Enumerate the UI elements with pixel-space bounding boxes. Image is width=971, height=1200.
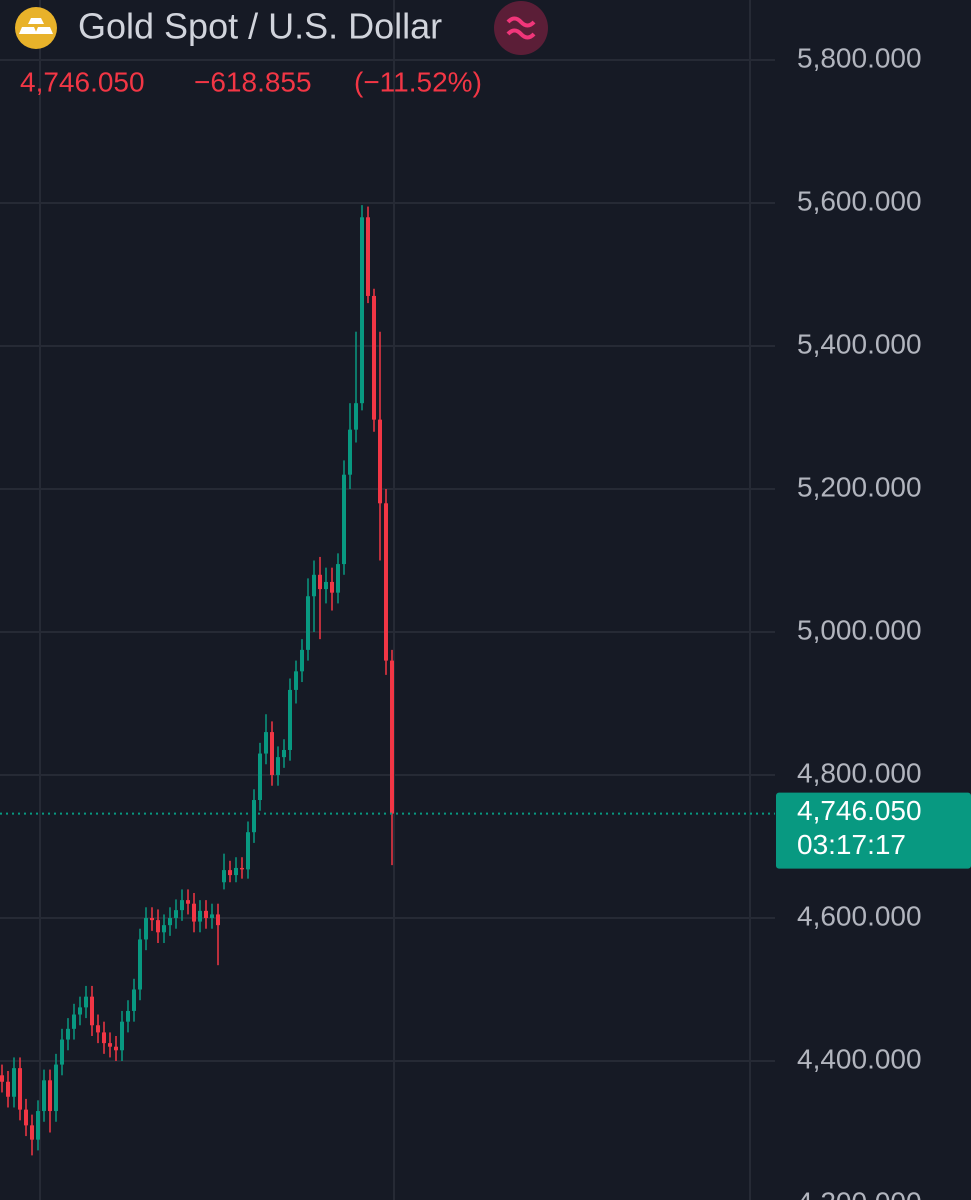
candle-body <box>102 1032 106 1044</box>
y-tick-label: 5,600.000 <box>797 185 922 216</box>
candle-body <box>288 689 292 750</box>
candle-body <box>24 1109 28 1126</box>
candle-body <box>372 295 376 420</box>
icon-waves <box>506 16 536 40</box>
candle-body <box>276 757 280 775</box>
candle-body <box>294 671 298 690</box>
candle-body <box>180 900 184 911</box>
candle-body <box>246 832 250 870</box>
symbol-title: Gold Spot / U.S. Dollar <box>78 6 442 47</box>
candle-body <box>60 1039 64 1065</box>
candle-body <box>90 996 94 1026</box>
candle-body <box>42 1080 46 1112</box>
candle-body <box>84 996 88 1008</box>
candle-body <box>162 925 166 933</box>
candle-body <box>72 1014 76 1029</box>
candle-body <box>12 1068 16 1097</box>
candle-body <box>300 649 304 672</box>
candle-body <box>96 1025 100 1033</box>
candle-body <box>240 867 244 870</box>
icon-circle <box>15 7 57 49</box>
candle-body <box>120 1021 124 1051</box>
icon-circle <box>494 1 548 55</box>
plot-area <box>0 58 775 1156</box>
candle-body <box>354 403 358 430</box>
y-tick-label: 4,400.000 <box>797 1043 922 1074</box>
candle-body <box>228 870 232 876</box>
candle-body <box>252 800 256 833</box>
y-tick-label: 4,600.000 <box>797 900 922 931</box>
candle-body <box>312 574 316 597</box>
candle-body <box>234 867 238 876</box>
candle-body <box>48 1080 52 1112</box>
candle-body <box>216 914 220 926</box>
candle-body <box>222 870 226 883</box>
candle-body <box>108 1043 112 1047</box>
candle-body <box>366 217 370 296</box>
last-price-label: 4,746.050 <box>797 795 922 826</box>
y-tick-label: 5,800.000 <box>797 42 922 73</box>
candle-body <box>36 1111 40 1140</box>
last-price-box <box>776 792 971 869</box>
candle-body <box>282 749 286 758</box>
candle-body <box>306 596 310 650</box>
candle-body <box>78 1007 82 1015</box>
candle-body <box>270 732 274 775</box>
candle-body <box>198 910 202 922</box>
status-icon[interactable] <box>494 1 548 55</box>
candle-body <box>318 574 322 590</box>
candle-body <box>348 429 352 475</box>
candle-body <box>342 474 346 565</box>
header-change-percent: (−11.52%) <box>354 66 482 97</box>
countdown-label: 03:17:17 <box>797 829 906 860</box>
candle-body <box>324 581 328 590</box>
candle-body <box>126 1010 130 1022</box>
candle-body <box>204 910 208 919</box>
candle-body <box>18 1068 22 1110</box>
header-change: −618.855 <box>194 66 312 97</box>
y-tick-label: 5,200.000 <box>797 471 922 502</box>
candle-body <box>258 753 262 801</box>
y-tick-label: 4,800.000 <box>797 757 922 788</box>
candle-body <box>132 989 136 1011</box>
candle-body <box>378 419 382 504</box>
candle-body <box>360 217 364 404</box>
header-price: 4,746.050 <box>20 66 145 97</box>
candle-body <box>144 918 148 940</box>
candle-body <box>150 918 154 921</box>
candle-body <box>168 918 172 926</box>
y-tick-label: 5,000.000 <box>797 614 922 645</box>
candle-body <box>114 1046 118 1051</box>
candle-body <box>210 914 214 919</box>
candle-body <box>192 903 196 922</box>
candle-body <box>156 920 160 933</box>
candle-body <box>54 1064 58 1112</box>
icon-bars <box>19 18 53 34</box>
y-tick-label: 4,200.000 <box>797 1186 922 1200</box>
candle-body <box>336 564 340 593</box>
candle-body <box>390 660 394 814</box>
candle-body <box>6 1081 10 1097</box>
candle-body <box>0 1075 4 1082</box>
candle-body <box>138 939 142 990</box>
candle-body <box>66 1028 70 1040</box>
candle-body <box>30 1125 34 1140</box>
candle-body <box>186 900 190 904</box>
candle-body <box>330 581 334 593</box>
y-tick-label: 5,400.000 <box>797 328 922 359</box>
candle-body <box>264 732 268 754</box>
gold-icon <box>15 7 57 49</box>
candle-body <box>384 503 388 661</box>
candle-body <box>174 910 178 919</box>
